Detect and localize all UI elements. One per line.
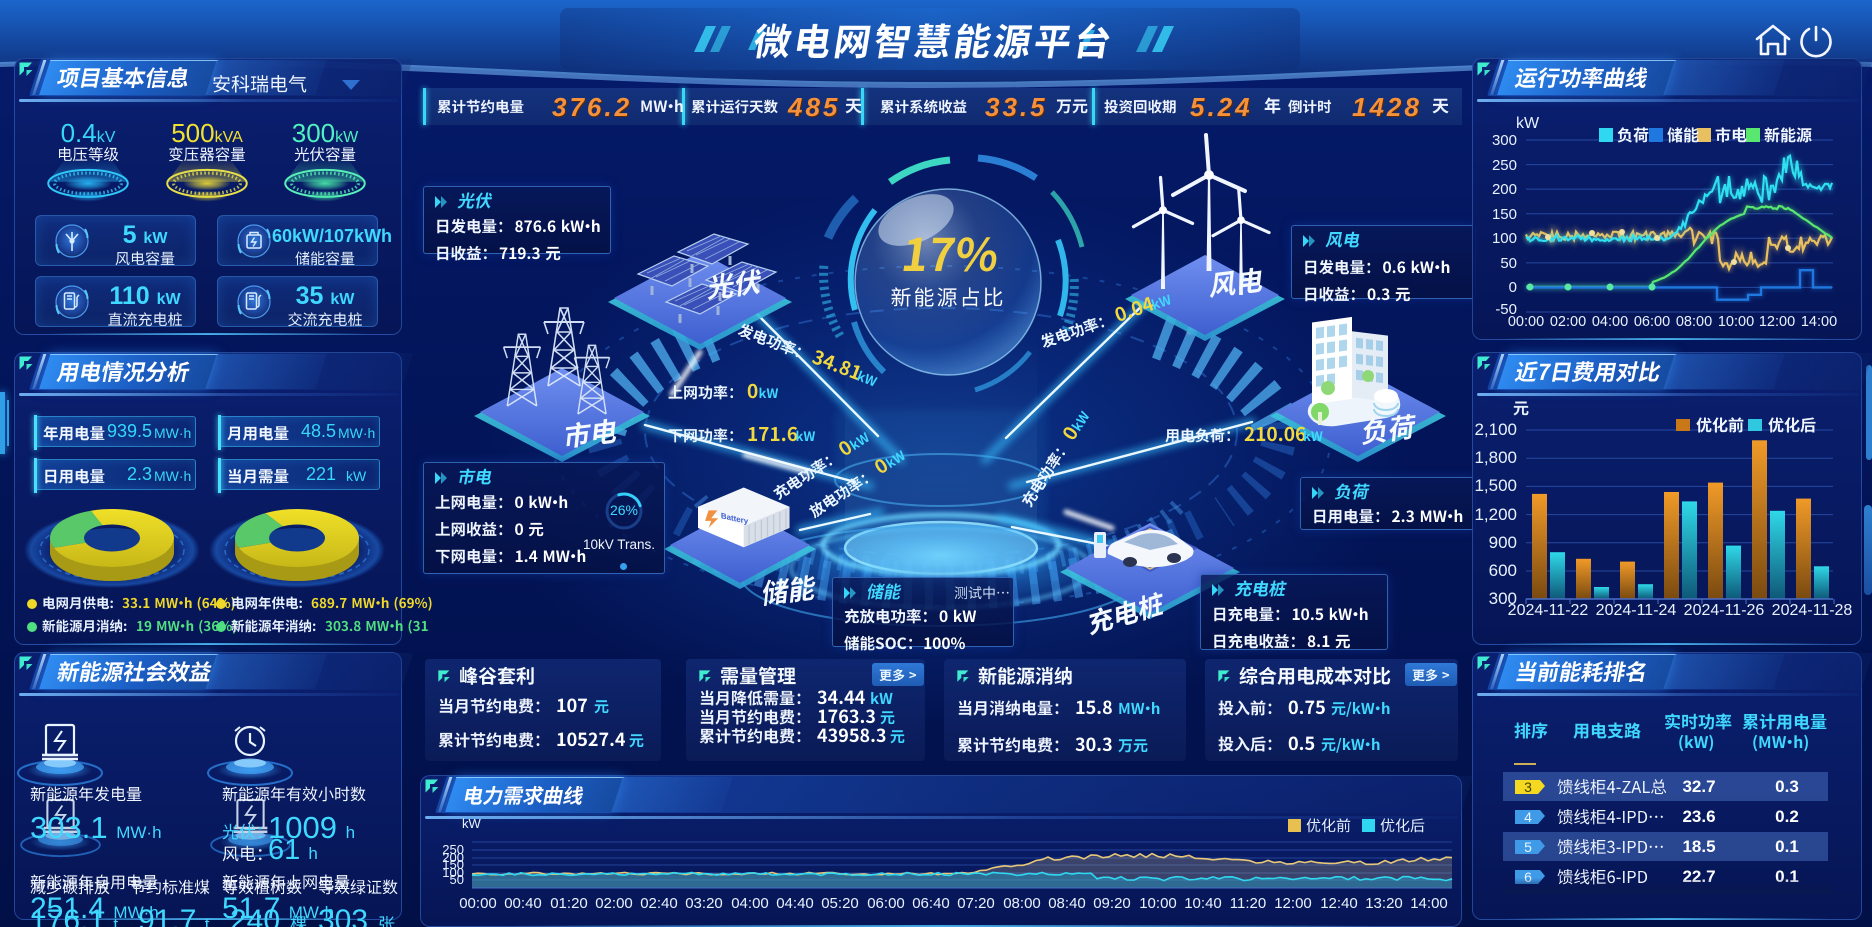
svg-text:100: 100 <box>1492 230 1517 247</box>
svg-text:02:00: 02:00 <box>595 895 633 912</box>
svg-text:06:40: 06:40 <box>912 895 950 912</box>
svg-text:1,200: 1,200 <box>1474 505 1517 524</box>
svg-text:02:00: 02:00 <box>1550 314 1586 330</box>
svg-text:00:00: 00:00 <box>459 895 497 912</box>
svg-text:200: 200 <box>442 850 464 865</box>
svg-text:50: 50 <box>1500 255 1517 272</box>
svg-text:kW: kW <box>1516 115 1540 132</box>
svg-text:08:00: 08:00 <box>1003 895 1041 912</box>
svg-text:12:40: 12:40 <box>1320 895 1358 912</box>
svg-text:250: 250 <box>1492 157 1517 174</box>
svg-text:50: 50 <box>450 872 464 887</box>
svg-text:11:20: 11:20 <box>1230 895 1266 912</box>
svg-text:14:00: 14:00 <box>1801 314 1837 330</box>
svg-text:900: 900 <box>1489 533 1517 552</box>
svg-text:100: 100 <box>442 865 464 880</box>
svg-text:07:20: 07:20 <box>957 895 995 912</box>
svg-text:2024-11-26: 2024-11-26 <box>1684 602 1765 619</box>
svg-text:01:20: 01:20 <box>550 895 588 912</box>
svg-text:0: 0 <box>1509 279 1517 296</box>
svg-text:10:40: 10:40 <box>1184 895 1222 912</box>
svg-text:03:20: 03:20 <box>685 895 723 912</box>
svg-text:08:00: 08:00 <box>1676 314 1712 330</box>
svg-text:1,800: 1,800 <box>1474 448 1517 467</box>
svg-text:kW: kW <box>462 816 482 831</box>
svg-text:2,100: 2,100 <box>1474 420 1517 439</box>
svg-text:150: 150 <box>1492 206 1517 223</box>
svg-text:06:00: 06:00 <box>1634 314 1670 330</box>
svg-text:-50: -50 <box>1495 301 1517 318</box>
svg-text:05:20: 05:20 <box>821 895 859 912</box>
svg-text:2024-11-24: 2024-11-24 <box>1596 602 1677 619</box>
svg-text:12:00: 12:00 <box>1274 895 1312 912</box>
svg-text:13:20: 13:20 <box>1365 895 1403 912</box>
svg-text:09:20: 09:20 <box>1093 895 1131 912</box>
svg-text:200: 200 <box>1492 181 1517 198</box>
svg-text:2024-11-28: 2024-11-28 <box>1772 602 1853 619</box>
svg-text:10:00: 10:00 <box>1718 314 1754 330</box>
svg-text:04:00: 04:00 <box>1592 314 1628 330</box>
svg-text:14:00: 14:00 <box>1410 895 1448 912</box>
svg-text:150: 150 <box>442 857 464 872</box>
svg-text:12:00: 12:00 <box>1759 314 1795 330</box>
svg-text:02:40: 02:40 <box>640 895 678 912</box>
svg-text:2024-11-22: 2024-11-22 <box>1508 602 1589 619</box>
svg-text:04:00: 04:00 <box>731 895 769 912</box>
svg-text:00:00: 00:00 <box>1508 314 1544 330</box>
svg-text:250: 250 <box>442 842 464 857</box>
svg-text:300: 300 <box>1492 132 1517 149</box>
svg-text:1,500: 1,500 <box>1474 476 1517 495</box>
svg-text:04:40: 04:40 <box>776 895 814 912</box>
svg-text:600: 600 <box>1489 561 1517 580</box>
svg-text:06:00: 06:00 <box>867 895 905 912</box>
svg-text:10:00: 10:00 <box>1139 895 1177 912</box>
svg-text:08:40: 08:40 <box>1048 895 1086 912</box>
svg-text:00:40: 00:40 <box>504 895 542 912</box>
svg-text:300: 300 <box>1489 589 1517 608</box>
